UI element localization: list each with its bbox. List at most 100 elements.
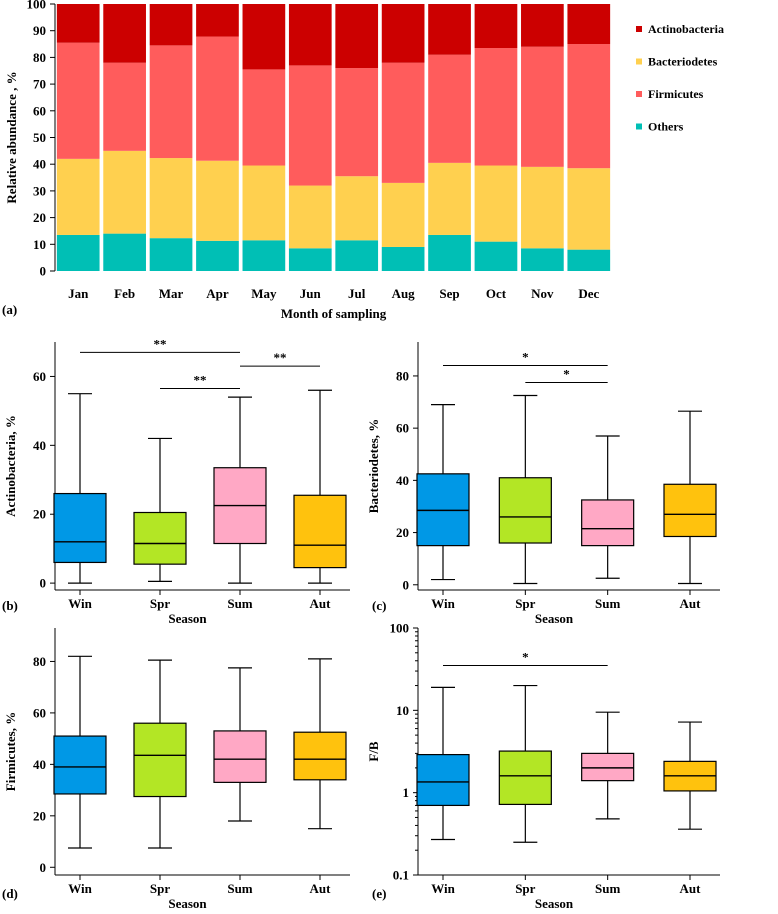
x-tick-label: Nov: [531, 286, 554, 301]
panel-label: (e): [372, 886, 386, 901]
bar-others-may: [242, 240, 286, 271]
x-axis-title: Season: [535, 896, 574, 911]
bar-bacteriodetes-jul: [335, 176, 379, 241]
box-spr: [498, 750, 552, 806]
x-tick-label: Win: [431, 881, 455, 896]
significance-label: **: [194, 373, 207, 388]
y-tick-label: 80: [33, 50, 46, 65]
legend-swatch-firmicutes: [636, 91, 642, 97]
y-tick-label: 80: [396, 368, 409, 383]
x-tick-label: Oct: [486, 286, 507, 301]
y-tick-label: 0: [40, 576, 47, 591]
y-tick-label: 0: [40, 264, 47, 279]
bar-others-aug: [381, 246, 425, 271]
bar-firmicutes-jan: [56, 42, 100, 159]
box-spr: [133, 511, 187, 565]
bar-others-feb: [103, 233, 146, 271]
y-axis-title: Bacteriodetes, %: [366, 419, 381, 514]
x-tick-label: Win: [431, 596, 455, 611]
box-win: [53, 735, 107, 795]
x-tick-label: Mar: [159, 286, 184, 301]
bar-firmicutes-aug: [381, 62, 425, 183]
significance-label: **: [274, 350, 287, 365]
bar-actinobacteria-apr: [196, 4, 239, 37]
y-axis-title: Actinobacteria, %: [3, 415, 18, 517]
bar-bacteriodetes-dec: [567, 168, 611, 250]
bar-firmicutes-may: [242, 69, 286, 166]
x-tick-label: Spr: [515, 596, 535, 611]
y-tick-label: 0: [403, 577, 410, 592]
box-aut: [293, 731, 347, 781]
significance-label: **: [154, 336, 167, 351]
legend-swatch-actinobacteria: [636, 26, 642, 32]
box-sum: [581, 499, 635, 547]
x-tick-label: Win: [68, 881, 92, 896]
box-aut: [663, 483, 717, 538]
bar-actinobacteria-dec: [567, 4, 611, 45]
bar-firmicutes-jun: [288, 65, 332, 186]
y-axis-title: F/B: [366, 741, 381, 762]
bar-others-sep: [428, 234, 471, 271]
y-tick-label: 40: [33, 757, 46, 772]
legend-label-actinobacteria: Actinobacteria: [648, 22, 724, 36]
box-aut: [293, 494, 347, 569]
y-axis-title: Relative abundance , %: [4, 71, 19, 203]
x-tick-label: Apr: [206, 286, 229, 301]
panel-label: (a): [2, 302, 17, 317]
y-tick-label: 100: [27, 0, 47, 12]
x-tick-label: Sep: [439, 286, 459, 301]
bar-others-jun: [288, 248, 332, 271]
bar-bacteriodetes-mar: [149, 158, 193, 239]
y-tick-label: 1: [403, 785, 410, 800]
bar-bacteriodetes-sep: [428, 162, 471, 235]
bar-actinobacteria-may: [242, 4, 286, 70]
bar-actinobacteria-feb: [103, 4, 146, 63]
bar-others-dec: [567, 249, 611, 271]
y-tick-label: 20: [396, 525, 409, 540]
y-tick-label: 60: [33, 705, 46, 720]
bar-bacteriodetes-jun: [288, 185, 332, 249]
y-tick-label: 40: [33, 157, 46, 172]
box-sum: [213, 730, 267, 783]
legend-label-firmicutes: Firmicutes: [648, 87, 704, 101]
bar-bacteriodetes-jan: [56, 158, 100, 235]
x-tick-label: Spr: [150, 596, 170, 611]
y-tick-label: 60: [33, 369, 46, 384]
bar-firmicutes-dec: [567, 44, 611, 169]
bar-bacteriodetes-apr: [196, 160, 239, 241]
x-tick-label: Feb: [114, 286, 135, 301]
x-tick-label: Aut: [680, 881, 702, 896]
x-tick-label: Aut: [310, 881, 332, 896]
y-axis-title: Firmicutes, %: [3, 712, 18, 791]
significance-label: *: [563, 366, 570, 381]
bar-actinobacteria-sep: [428, 4, 471, 55]
x-tick-label: Spr: [150, 881, 170, 896]
bar-firmicutes-oct: [474, 48, 518, 166]
bar-firmicutes-mar: [149, 45, 193, 159]
x-tick-label: Aug: [392, 286, 416, 301]
bar-actinobacteria-jan: [56, 4, 100, 43]
box-spr: [498, 477, 552, 544]
significance-label: *: [522, 650, 529, 665]
box-win: [416, 753, 470, 807]
x-tick-label: Aut: [310, 596, 332, 611]
x-tick-label: Sum: [595, 881, 620, 896]
box-spr: [133, 722, 187, 798]
x-axis-title: Season: [535, 611, 574, 626]
bar-others-oct: [474, 241, 518, 271]
legend-label-others: Others: [648, 120, 684, 134]
bar-bacteriodetes-aug: [381, 182, 425, 247]
x-axis-title: Season: [168, 896, 207, 911]
y-tick-label: 70: [33, 77, 46, 92]
x-tick-label: Jul: [348, 286, 366, 301]
bar-actinobacteria-oct: [474, 4, 518, 49]
x-tick-label: Aut: [680, 596, 702, 611]
x-axis-title: Month of sampling: [281, 306, 387, 321]
bar-firmicutes-apr: [196, 36, 239, 161]
bar-bacteriodetes-nov: [521, 166, 564, 249]
y-tick-label: 30: [33, 183, 46, 198]
bar-actinobacteria-mar: [149, 4, 193, 46]
bar-others-apr: [196, 240, 239, 271]
bar-firmicutes-sep: [428, 54, 471, 163]
